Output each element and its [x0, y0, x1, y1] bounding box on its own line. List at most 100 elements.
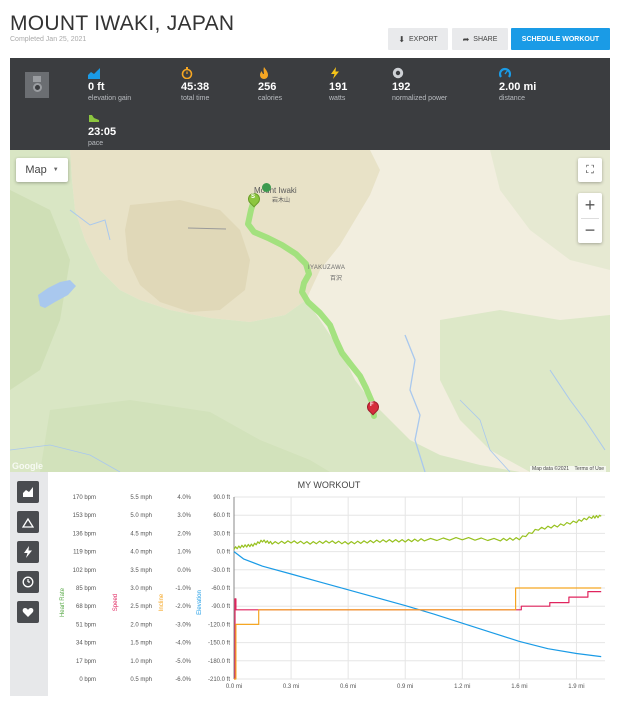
y-tick-label: 2.0 mph — [130, 622, 152, 628]
stat-elevation-gain: 0 ft elevation gain — [88, 67, 131, 103]
route-map[interactable]: Mount Iwaki 岩木山 IYAKUZAWA 百沢 S F Map ▼ ⛶… — [10, 150, 610, 472]
y-tick-label: -210.0 ft — [208, 677, 230, 683]
incline-icon[interactable] — [17, 511, 39, 533]
y-tick-label: 34 bpm — [76, 641, 96, 647]
chart-sidebar — [10, 472, 48, 696]
y-tick-label: 3.0% — [177, 513, 191, 519]
y-tick-label: 136 bpm — [73, 531, 96, 537]
y-tick-label: 68 bpm — [76, 604, 96, 610]
stat-pace: 23:05 pace — [88, 112, 116, 148]
y-axis-title: Elevation — [197, 590, 203, 615]
stat-value: 256 — [258, 81, 277, 93]
y-tick-label: -4.0% — [175, 641, 191, 647]
terms-link[interactable]: Terms of Use — [574, 466, 604, 472]
series-line-incline — [234, 587, 602, 680]
zoom-in-button[interactable]: + — [584, 194, 596, 215]
area-label-jp: 百沢 — [330, 276, 343, 282]
stat-calories: 256 calories — [258, 67, 282, 103]
elevation-chart-icon[interactable] — [17, 481, 39, 503]
zoom-out-button[interactable]: − — [584, 220, 596, 241]
export-button[interactable]: ⬇ EXPORT — [388, 28, 448, 50]
medal-icon — [25, 72, 49, 98]
place-label: Mount Iwaki — [254, 186, 297, 195]
stat-normalized-power: 192 normalized power — [392, 67, 447, 103]
map-canvas — [10, 150, 610, 472]
y-tick-label: 4.5 mph — [130, 531, 152, 537]
y-tick-label: 1.5 mph — [130, 641, 152, 647]
workout-chart: 0.0 mi 0.3 mi 0.6 mi 0.9 mi 1.2 mi 1.6 mi 1.9 … — [60, 495, 605, 690]
y-tick-label: -120.0 ft — [208, 622, 230, 628]
workout-chart-panel: MY WORKOUT 0.0 mi 0.3 mi 0.6 mi 0.9 mi 1.2 m… — [10, 472, 610, 696]
schedule-label: SCHEDULE WORKOUT — [521, 35, 600, 43]
stats-bar: 0 ft elevation gain 45:38 total time 256… — [10, 58, 610, 150]
y-tick-label: 60.0 ft — [213, 513, 230, 519]
distance-icon — [498, 67, 536, 80]
share-button[interactable]: ➦ SHARE — [452, 28, 508, 50]
power-icon[interactable] — [17, 541, 39, 563]
page-title: MOUNT IWAKI, JAPAN — [10, 12, 235, 35]
stat-label: normalized power — [392, 95, 448, 102]
map-attribution: Map data ©2021 Terms of Use — [530, 466, 606, 472]
x-tick-label: 0.6 mi — [340, 684, 356, 690]
y-tick-label: -60.0 ft — [211, 586, 230, 592]
y-tick-label: 0.5 mph — [130, 677, 152, 683]
stat-value: 45:38 — [181, 81, 210, 93]
y-tick-label: -3.0% — [175, 622, 191, 628]
bolt-icon — [329, 67, 347, 80]
stat-label: pace — [88, 140, 104, 147]
y-tick-label: 2.0% — [177, 531, 191, 537]
export-label: EXPORT — [409, 35, 438, 43]
schedule-workout-button[interactable]: SCHEDULE WORKOUT — [511, 28, 610, 50]
completed-date: Completed Jan 25, 2021 — [10, 36, 87, 43]
google-logo: Google — [12, 461, 43, 471]
stat-value: 191 — [329, 81, 348, 93]
x-tick-label: 0.0 mi — [226, 684, 242, 690]
zoom-divider — [581, 217, 599, 219]
map-type-dropdown[interactable]: Map ▼ — [16, 158, 68, 182]
gauge-icon — [392, 67, 447, 80]
y-tick-label: -6.0% — [175, 677, 191, 683]
stat-value: 23:05 — [88, 126, 117, 138]
series-line-speed — [234, 591, 602, 680]
share-icon: ➦ — [462, 34, 470, 44]
y-tick-label: -5.0% — [175, 659, 191, 665]
stat-watts: 191 watts — [329, 67, 347, 103]
y-tick-label: -90.0 ft — [211, 604, 230, 610]
stat-label: calories — [258, 95, 283, 102]
y-tick-label: -2.0% — [175, 604, 191, 610]
stat-value: 2.00 mi — [499, 81, 537, 93]
x-tick-label: 1.6 mi — [511, 684, 527, 690]
y-tick-label: -30.0 ft — [211, 568, 230, 574]
fullscreen-icon: ⛶ — [586, 163, 594, 176]
finish-marker-label: F — [370, 402, 374, 408]
y-tick-label: 0 bpm — [79, 677, 96, 683]
area-label: IYAKUZAWA — [308, 265, 346, 271]
heart-rate-icon[interactable] — [17, 601, 39, 623]
place-label-jp: 岩木山 — [272, 198, 291, 204]
start-marker-label: S — [251, 194, 256, 200]
y-tick-label: 1.0% — [177, 550, 191, 556]
y-tick-label: 4.0% — [177, 495, 191, 501]
x-tick-label: 0.9 mi — [397, 684, 413, 690]
download-icon: ⬇ — [398, 34, 406, 44]
y-axis-title: Speed — [113, 594, 119, 611]
y-tick-label: 3.5 mph — [130, 568, 152, 574]
y-tick-label: 51 bpm — [76, 622, 96, 628]
map-data-text: Map data ©2021 — [532, 466, 570, 472]
stat-label: distance — [499, 95, 526, 102]
y-tick-label: 0.0 ft — [217, 550, 231, 556]
speed-icon[interactable] — [17, 571, 39, 593]
map-type-label: Map — [25, 164, 47, 176]
y-tick-label: 17 bpm — [76, 659, 96, 665]
park-marker-icon — [262, 183, 271, 192]
y-axis-title: Incline — [159, 593, 165, 611]
zoom-control: + − — [578, 193, 602, 243]
workout-header: MOUNT IWAKI, JAPAN Completed Jan 25, 202… — [0, 0, 636, 58]
map-label-mount-iwaki: Mount Iwaki — [254, 186, 297, 195]
y-tick-label: 119 bpm — [73, 550, 96, 556]
y-tick-label: -1.0% — [175, 586, 191, 592]
fullscreen-button[interactable]: ⛶ — [578, 158, 602, 182]
y-tick-label: 1.0 mph — [130, 659, 152, 665]
y-tick-label: 3.0 mph — [130, 586, 152, 592]
shoe-icon — [88, 112, 116, 125]
